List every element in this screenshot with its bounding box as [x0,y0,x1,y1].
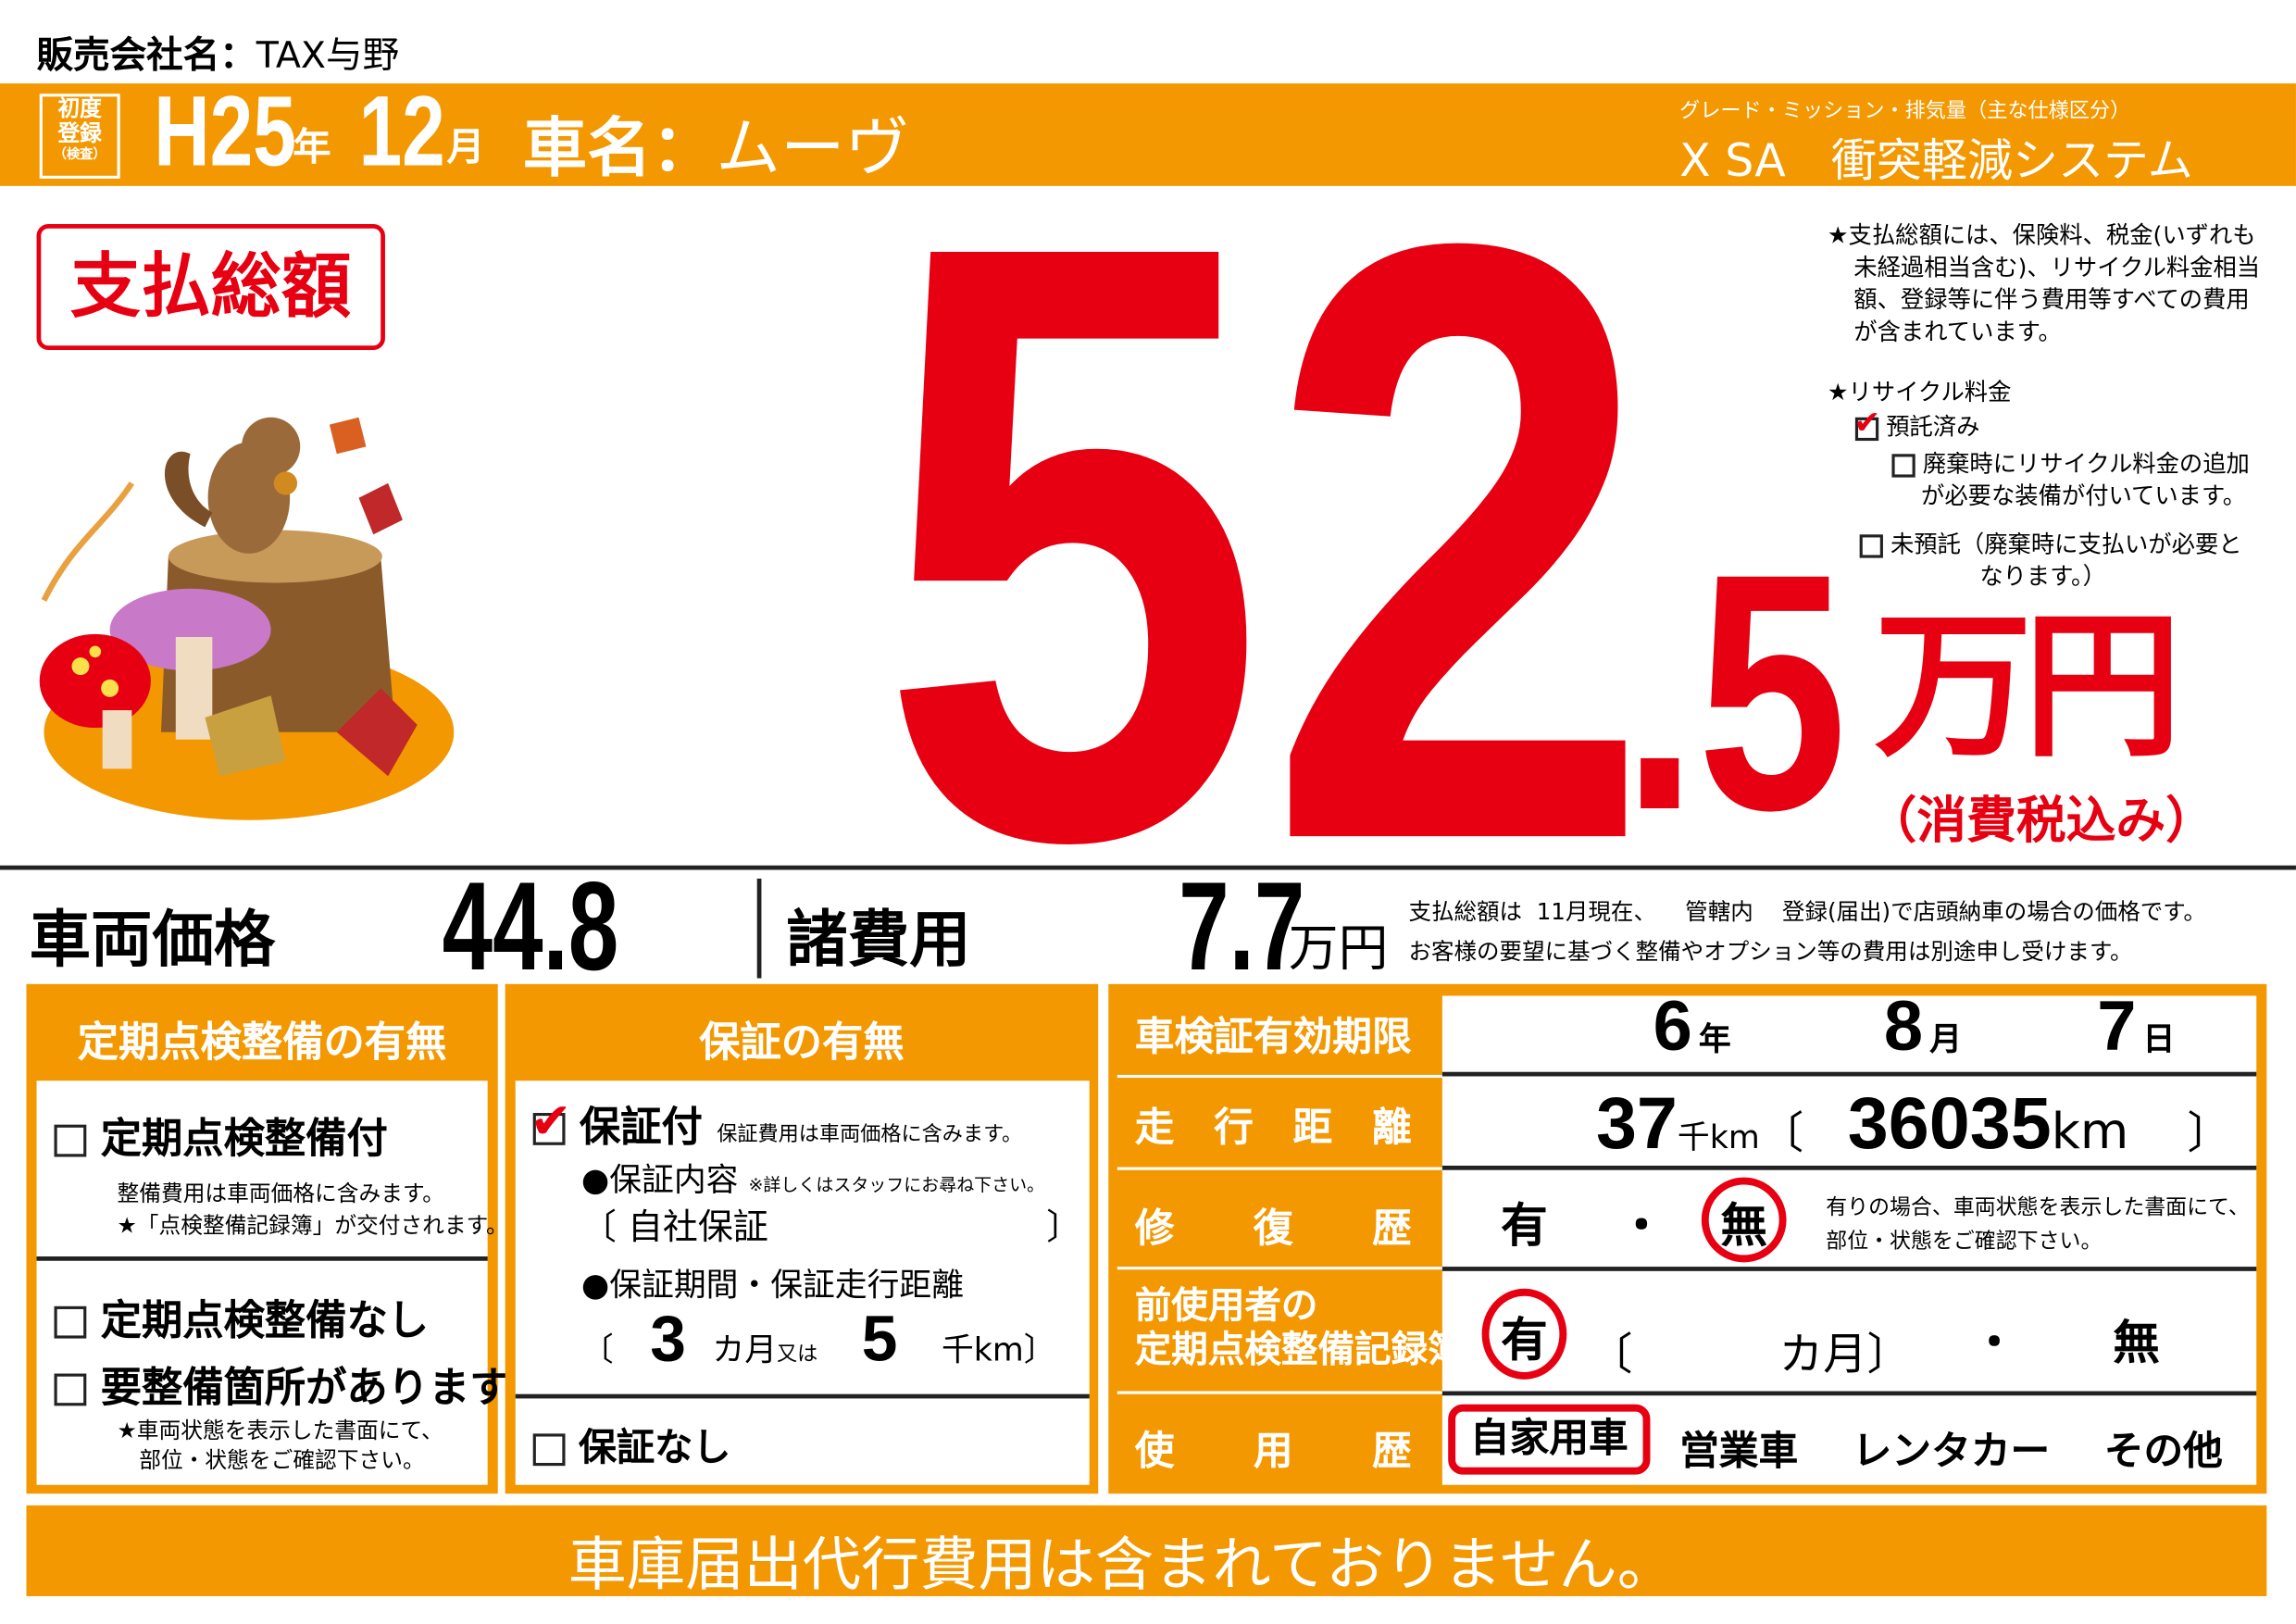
recycle-not-deposited[interactable]: 未預託（廃棄時に支払いが必要と なります。） [1859,529,2242,593]
inspection-record-note: ★「点検整備記録簿」が交付されます。 [117,1212,508,1240]
inspection-expiry-label: 車検証有効期限 [1134,1015,1412,1061]
details-panel: 車検証有効期限 走 行 距 離 修 復 歴 前使用者の 定期点検整備記録簿 使 用… [1108,983,2267,1494]
inspection-with-note: 整備費用は車両価格に含みます。 [117,1180,445,1207]
repair-no[interactable]: 無 [1720,1197,1768,1254]
needs-repair[interactable]: 要整備箇所があります [54,1356,511,1415]
fees-amount: 7.7 [1179,856,1305,998]
separator: ・ [1617,1197,1666,1254]
checkbox-checked[interactable]: ✔ [1853,405,1880,442]
recycle-deposited[interactable]: ✔ 預託済み [1853,405,1980,442]
repair-yes[interactable]: 有 [1501,1197,1548,1254]
warranty-with[interactable]: ✔ 保証付 保証費用は車両価格に含みます。 [530,1092,1023,1152]
checkmark-icon: ✔ [1853,405,1881,442]
checkbox[interactable] [1859,533,1883,557]
needs-repair-note: ★車両状態を表示した書面にて、 [117,1417,443,1444]
grade-value: X SA 衝突軽減システム [1679,134,2193,188]
car-name: 車名：ムーヴ [522,111,910,186]
total-note: ★支払総額には、保険料、税金(いずれも 未経過相当含む)、リサイクル料金相当 額… [1827,220,2261,346]
needs-repair-note: 部位・状態をご確認下さい。 [139,1446,425,1474]
warranty-content: 〔 自社保証〕 [580,1206,1082,1248]
checkbox[interactable] [532,1432,566,1466]
selected-circle [1481,1288,1567,1380]
total-price-integer: 52 [878,67,1653,1017]
warranty-content-label: ●保証内容 ※詳しくはスタッフにお尋ね下さい。 [580,1162,1045,1200]
repair-note: 有りの場合、車両状態を表示した書面にて、 部位・状態をご確認下さい。 [1826,1196,2250,1254]
checkmark-icon: ✔ [530,1092,572,1152]
separator: ・ [1972,1318,2016,1369]
tax-included-note: （消費税込み） [1866,792,2215,851]
red-mushroom-icon [39,633,151,729]
header-bar: 初度 登録 （検査） H25年 12月 車名：ムーヴ グレード・ミッション・排気量（… [0,76,2296,188]
repair-history-label: 修 復 歴 [1134,1206,1412,1253]
inspection-with[interactable]: 定期点検整備付 [54,1107,388,1166]
inspection-title: 定期点検整備の有無 [77,1018,447,1067]
checkbox[interactable] [54,1305,87,1339]
mushroom-icon [109,588,271,671]
total-label: 支払総額 [36,223,385,351]
divider [0,865,2296,870]
usage-option-other[interactable]: その他 [2103,1429,2223,1475]
divider [756,878,762,979]
record-no[interactable]: 無 [2113,1315,2160,1371]
record-months: 〔カ月〕 [1589,1330,1911,1381]
mileage-value: 37千km〔 36035km 〕 [1595,1081,2231,1165]
mileage-label: 走 行 距 離 [1134,1106,1412,1152]
first-registration-badge: 初度 登録 （検査） [39,94,120,179]
registration-date: H25年 12月 [154,76,485,188]
record-yes[interactable]: 有 [1501,1312,1548,1368]
fees-unit: 万円 [1288,919,1389,979]
checkbox[interactable] [1891,453,1915,477]
fees-label: 諸費用 [786,903,971,976]
total-price-decimal: .5 [1622,504,1848,881]
leaf-branch-icon [41,481,134,602]
maintenance-record-label: 前使用者の 定期点検整備記録簿 [1134,1284,1465,1371]
grade-label: グレード・ミッション・排気量（主な仕様区分） [1679,99,2131,123]
inspection-without[interactable]: 定期点検整備なし [54,1289,429,1347]
recycle-title: ★リサイクル料金 [1827,378,2012,406]
warranty-period: 〔 3 カ月又は 5 千km〕 [580,1303,1056,1376]
total-unit: 万円 [1874,595,2181,780]
usage-label: 使 用 歴 [1134,1429,1412,1475]
autumn-illustration [39,417,455,820]
checkbox[interactable] [54,1124,87,1157]
warranty-panel: 保証の有無 ✔ 保証付 保証費用は車両価格に含みます。 ●保証内容 ※詳しくはス… [505,983,1099,1494]
inspection-panel: 定期点検整備の有無 定期点検整備付 整備費用は車両価格に含みます。 ★「点検整備… [26,983,511,1494]
garage-notice: 車庫届出代行費用は含まれておりません。 [568,1531,1676,1600]
checkbox-checked[interactable]: ✔ [530,1093,572,1151]
dealer-name: 販売会社名：TAX与野 [36,33,400,77]
inspection-expiry-value: 6 年 8 月 7 日 [1653,988,2176,1067]
maple-leaf-icon [336,688,418,777]
usage-option-private[interactable]: 自家用車 [1448,1404,1651,1475]
recycle-extra-equipment[interactable]: 廃棄時にリサイクル料金の追加 が必要な装備が付いています。 [1891,448,2250,513]
warranty-without[interactable]: 保証なし [532,1418,730,1472]
usage-option-commercial[interactable]: 営業車 [1679,1429,1799,1475]
vehicle-price-label: 車両価格 [29,903,276,976]
vehicle-price: 44.8 [442,856,619,998]
selected-circle [1701,1177,1787,1263]
usage-option-rental[interactable]: レンタカー [1852,1429,2051,1475]
checkbox[interactable] [54,1373,87,1406]
price-conditions: 支払総額は 11月現在、 管轄内 登録(届出)で店頭納車の場合の価格です。 お客… [1408,899,2206,966]
warranty-period-label: ●保証期間・保証走行距離 [580,1268,965,1305]
warranty-title: 保証の有無 [699,1018,905,1067]
footer-banner: 車庫届出代行費用は含まれておりません。 [26,1505,2267,1599]
